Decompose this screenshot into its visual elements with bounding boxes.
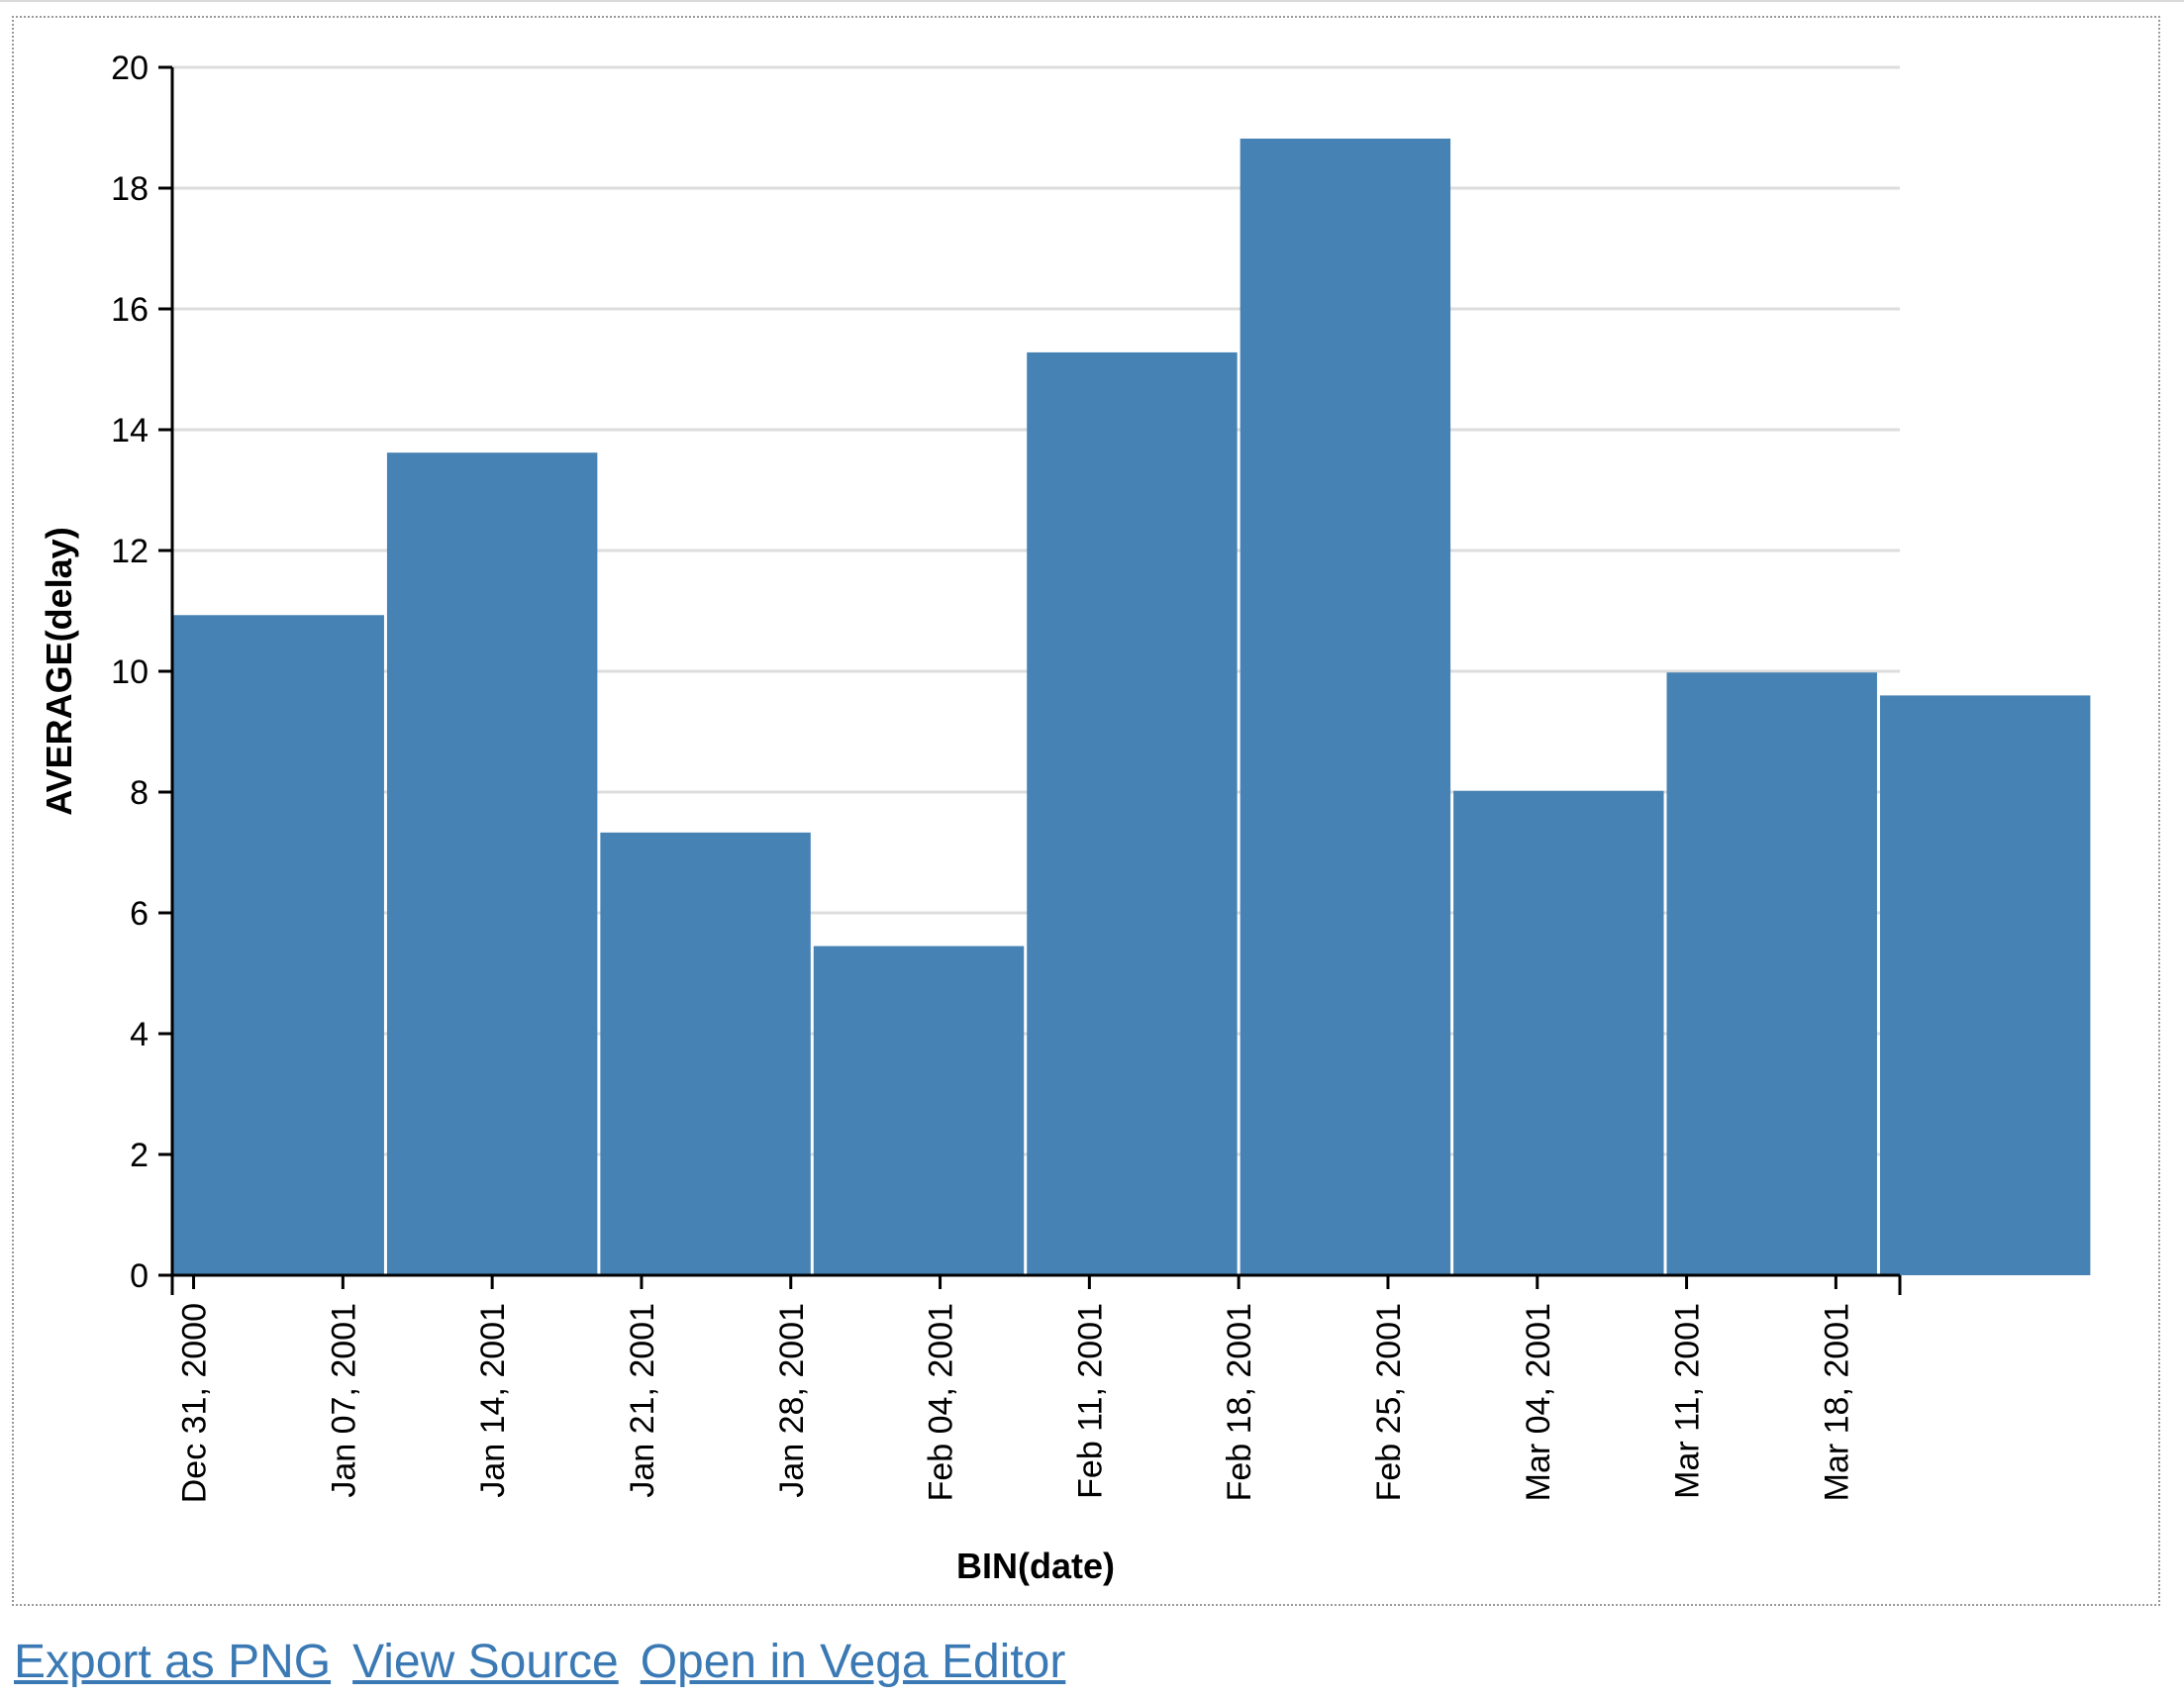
bar xyxy=(1453,790,1664,1275)
x-tick-label: Jan 14, 2001 xyxy=(474,1303,512,1498)
bar xyxy=(173,615,384,1275)
x-tick-label: Feb 18, 2001 xyxy=(1221,1303,1258,1501)
y-tick-label: 20 xyxy=(111,50,149,87)
y-axis-title: AVERAGE(delay) xyxy=(39,527,79,815)
x-tick-label: Feb 25, 2001 xyxy=(1370,1303,1408,1501)
chart-svg: 0 2 4 6 8 10 12 14 16 18 20 Dec 31, 2000 Jan 07, 200… xyxy=(39,50,2091,1586)
view-source-link[interactable]: View Source xyxy=(352,1635,619,1688)
y-tick-label: 4 xyxy=(130,1016,149,1053)
x-tick-label: Jan 28, 2001 xyxy=(773,1303,811,1498)
bar xyxy=(1027,351,1238,1275)
bar xyxy=(386,452,598,1275)
bar xyxy=(813,946,1025,1275)
y-tick-label: 0 xyxy=(130,1257,149,1295)
action-links: Export as PNG View Source Open in Vega E… xyxy=(14,1632,1065,1691)
y-tick-label: 8 xyxy=(130,774,149,812)
x-tick-label: Jan 21, 2001 xyxy=(624,1303,661,1498)
y-tick-label: 12 xyxy=(111,533,149,570)
y-tick-label: 16 xyxy=(111,291,149,329)
x-tick-label: Dec 31, 2000 xyxy=(176,1303,214,1503)
open-vega-editor-link[interactable]: Open in Vega Editor xyxy=(640,1635,1066,1688)
y-tick-label: 10 xyxy=(111,653,149,691)
x-tick-label: Mar 18, 2001 xyxy=(1818,1303,1855,1501)
axis-layer: 0 2 4 6 8 10 12 14 16 18 20 Dec 31, 2000 Jan 07, 200… xyxy=(111,50,1902,1503)
y-tick-label: 18 xyxy=(111,170,149,208)
bar-layer xyxy=(173,138,2091,1276)
bar xyxy=(1879,695,2091,1275)
bar xyxy=(600,832,811,1275)
x-tick-label: Jan 07, 2001 xyxy=(325,1303,362,1498)
y-tick-label: 14 xyxy=(111,412,149,450)
export-png-link[interactable]: Export as PNG xyxy=(14,1635,332,1688)
x-tick-label: Mar 11, 2001 xyxy=(1669,1303,1707,1499)
x-tick-label: Feb 11, 2001 xyxy=(1071,1303,1109,1499)
chart-frame: 0 2 4 6 8 10 12 14 16 18 20 Dec 31, 2000 Jan 07, 200… xyxy=(12,16,2160,1606)
x-tick-label: Mar 04, 2001 xyxy=(1520,1303,1557,1501)
y-tick-label: 6 xyxy=(130,895,149,933)
top-divider xyxy=(0,0,2184,2)
bar xyxy=(1666,672,1877,1275)
x-axis-title: BIN(date) xyxy=(956,1546,1115,1586)
x-tick-label: Feb 04, 2001 xyxy=(923,1303,960,1501)
bar xyxy=(1240,138,1451,1276)
y-tick-label: 2 xyxy=(130,1137,149,1174)
